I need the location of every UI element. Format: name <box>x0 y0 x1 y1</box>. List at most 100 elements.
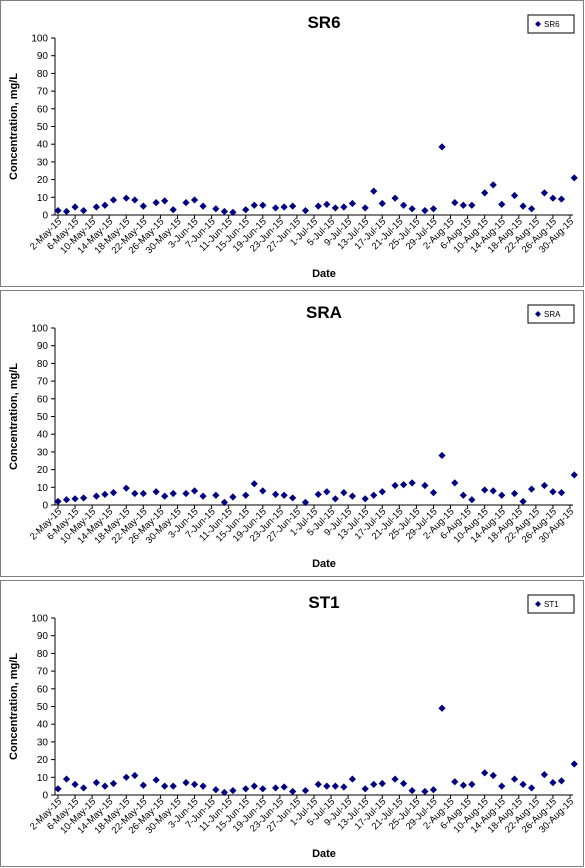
data-point <box>190 196 199 204</box>
y-tick-label: 90 <box>37 51 49 62</box>
data-point <box>259 487 267 495</box>
data-point <box>289 202 297 210</box>
data-point <box>468 496 476 504</box>
data-point <box>101 490 109 498</box>
y-tick-label: 30 <box>37 737 49 748</box>
data-point <box>331 204 339 212</box>
data-point <box>519 202 527 210</box>
data-point <box>54 206 62 215</box>
data-point <box>109 489 118 497</box>
data-point <box>80 206 88 215</box>
data-point <box>250 782 258 790</box>
y-tick-label: 80 <box>37 649 49 660</box>
x-axis-title: Date <box>312 558 336 570</box>
chart-title: SR6 <box>307 13 340 32</box>
legend-box <box>527 594 575 614</box>
data-point <box>289 787 297 796</box>
data-point <box>242 491 250 499</box>
data-point <box>549 488 557 496</box>
legend: SRA <box>527 304 575 324</box>
chart-panel-sra: SRA 0 10 20 30 40 50 60 70 80 90 100 2-May-15 6-May-1… <box>0 290 584 577</box>
data-point <box>370 780 378 788</box>
data-point <box>199 202 207 210</box>
y-tick-label: 20 <box>37 755 49 766</box>
data-point <box>378 779 386 788</box>
data-point <box>489 771 497 780</box>
y-tick-label: 10 <box>37 483 49 494</box>
data-point <box>528 205 536 213</box>
data-point <box>62 207 71 216</box>
data-point <box>408 205 416 213</box>
data-point <box>438 143 446 151</box>
data-point <box>242 206 250 214</box>
y-tick-label: 40 <box>37 140 49 151</box>
data-point <box>109 779 118 788</box>
data-point <box>169 206 177 214</box>
y-tick-label: 30 <box>37 447 49 458</box>
data-point <box>370 187 378 195</box>
data-point <box>131 489 139 498</box>
data-point <box>71 780 79 788</box>
data-point <box>361 495 369 503</box>
data-point <box>408 786 416 795</box>
chart-panel-st1: ST1 0 10 20 30 40 50 60 70 80 90 100 2-May-15 6-May-1… <box>0 580 584 867</box>
y-tick-label: 30 <box>37 157 49 168</box>
data-point <box>259 201 267 209</box>
data-point <box>301 498 310 506</box>
data-point <box>361 785 369 793</box>
data-point <box>182 199 190 207</box>
data-point <box>139 781 147 789</box>
data-point <box>139 202 147 210</box>
data-point <box>348 775 356 783</box>
chart-title: SRA <box>306 303 342 322</box>
data-point <box>510 489 519 498</box>
data-point <box>528 784 536 792</box>
data-point <box>190 780 199 788</box>
data-point <box>400 201 408 209</box>
data-point <box>378 488 386 496</box>
data-point <box>370 491 378 499</box>
data-point <box>212 205 220 213</box>
data-point <box>438 704 446 712</box>
data-point <box>331 782 339 790</box>
y-tick-label: 100 <box>31 34 48 45</box>
y-tick-label: 0 <box>42 211 48 222</box>
data-point <box>421 481 429 490</box>
data-point <box>323 488 331 496</box>
y-tick-label: 90 <box>37 341 49 352</box>
y-tick-label: 70 <box>37 377 49 388</box>
data-point <box>481 486 489 494</box>
data-point <box>131 196 139 204</box>
data-point <box>498 491 506 499</box>
data-point <box>331 495 339 503</box>
data-point <box>468 201 476 209</box>
y-tick-label: 50 <box>37 122 49 133</box>
y-tick-label: 10 <box>37 773 49 784</box>
data-point <box>250 201 258 209</box>
data-point <box>220 207 228 216</box>
data-point <box>280 783 288 791</box>
data-point <box>190 487 199 495</box>
y-tick-label: 60 <box>37 104 49 115</box>
y-tick-label: 100 <box>31 324 48 335</box>
data-point <box>468 780 476 788</box>
data-point <box>519 497 527 506</box>
y-tick-label: 50 <box>37 702 49 713</box>
data-point <box>340 489 348 497</box>
chart-sr6: SR601020304050607080901002-May-156-May-1… <box>8 13 578 280</box>
data-point <box>152 776 160 784</box>
legend-marker <box>535 601 541 607</box>
data-point <box>131 771 139 780</box>
data-point <box>340 203 348 211</box>
data-point <box>510 191 519 200</box>
chart-st1: ST101020304050607080901002-May-156-May-1… <box>8 593 578 860</box>
data-point <box>481 769 489 777</box>
data-point <box>451 199 459 207</box>
data-point <box>451 479 459 487</box>
series-sr6 <box>54 143 578 216</box>
y-tick-label: 70 <box>37 667 49 678</box>
data-point <box>570 174 578 182</box>
y-tick-label: 60 <box>37 684 49 695</box>
data-point <box>122 484 130 492</box>
series-sra <box>54 451 578 506</box>
